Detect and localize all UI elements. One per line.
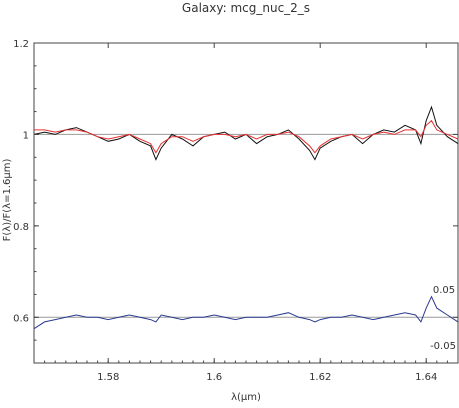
x-axis: 1.58 1.6 1.62 1.64: [44, 43, 448, 383]
reference-lines: [34, 133, 458, 318]
series-group: [33, 105, 459, 330]
x-tick-label: 1.6: [206, 372, 222, 383]
x-tick-label: 1.64: [415, 372, 437, 383]
y-axis: 0.6 0.8 1 1.2: [13, 39, 458, 341]
series-line-0: [33, 105, 459, 161]
annotation-lower: -0.05: [430, 341, 456, 352]
y-tick-label: 0.6: [13, 313, 29, 324]
x-tick-label: 1.58: [97, 372, 119, 383]
chart-title: Galaxy: mcg_nuc_2_s: [182, 1, 310, 15]
annotation-upper: 0.05: [433, 285, 455, 296]
y-tick-label: 0.8: [13, 222, 29, 233]
y-tick-label: 1: [23, 130, 29, 141]
series-line-2: [33, 295, 459, 330]
y-axis-label: F(λ)/F(λ=1.6μm): [2, 159, 13, 242]
series-line-1: [34, 119, 459, 154]
x-axis-label: λ(μm): [231, 392, 261, 403]
y-tick-label: 1.2: [13, 39, 29, 50]
x-tick-label: 1.62: [309, 372, 331, 383]
